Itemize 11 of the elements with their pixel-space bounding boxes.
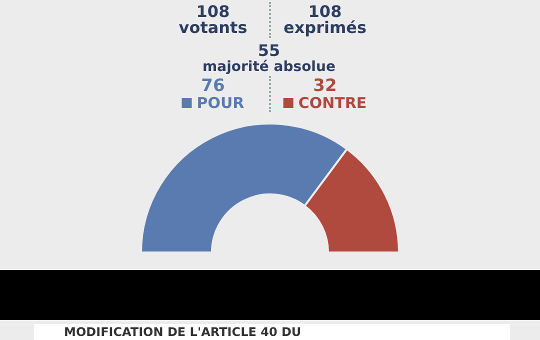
text: 108 xyxy=(196,2,230,21)
legend-label: CONTRE xyxy=(298,94,367,112)
text: exprimés xyxy=(283,18,367,37)
text: 108 xyxy=(308,2,342,21)
data-label: 76 xyxy=(201,76,225,96)
text: MODIFICATION DE L'ARTICLE 40 DU xyxy=(34,324,510,340)
text: 55 xyxy=(258,41,280,60)
text: votants xyxy=(178,18,248,37)
data-label: 32 xyxy=(313,76,337,96)
legend-label: POUR xyxy=(196,94,244,112)
text: majorité absolue xyxy=(202,59,336,75)
